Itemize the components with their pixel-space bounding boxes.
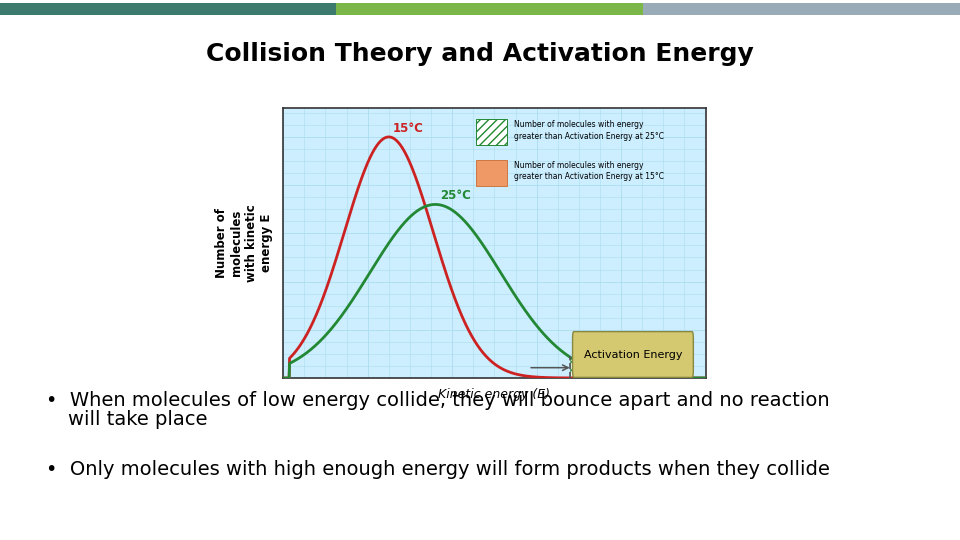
Bar: [643, 3, 960, 15]
Text: 25°C: 25°C: [440, 189, 470, 202]
Text: 15°C: 15°C: [394, 122, 424, 134]
Y-axis label: Number of
molecules
with kinetic
energy E: Number of molecules with kinetic energy …: [215, 204, 273, 282]
Text: will take place: will take place: [68, 410, 207, 429]
Text: •  Only molecules with high enough energy will form products when they collide: • Only molecules with high enough energy…: [46, 460, 830, 479]
Text: Collision Theory and Activation Energy: Collision Theory and Activation Energy: [206, 42, 754, 66]
Text: •  When molecules of low energy collide, they will bounce apart and no reaction: • When molecules of low energy collide, …: [46, 392, 829, 410]
FancyBboxPatch shape: [572, 332, 693, 377]
Bar: [336, 3, 643, 15]
Text: Activation Energy: Activation Energy: [584, 349, 683, 360]
Bar: [0, 3, 336, 15]
X-axis label: Kinetic energy (E): Kinetic energy (E): [439, 388, 550, 401]
